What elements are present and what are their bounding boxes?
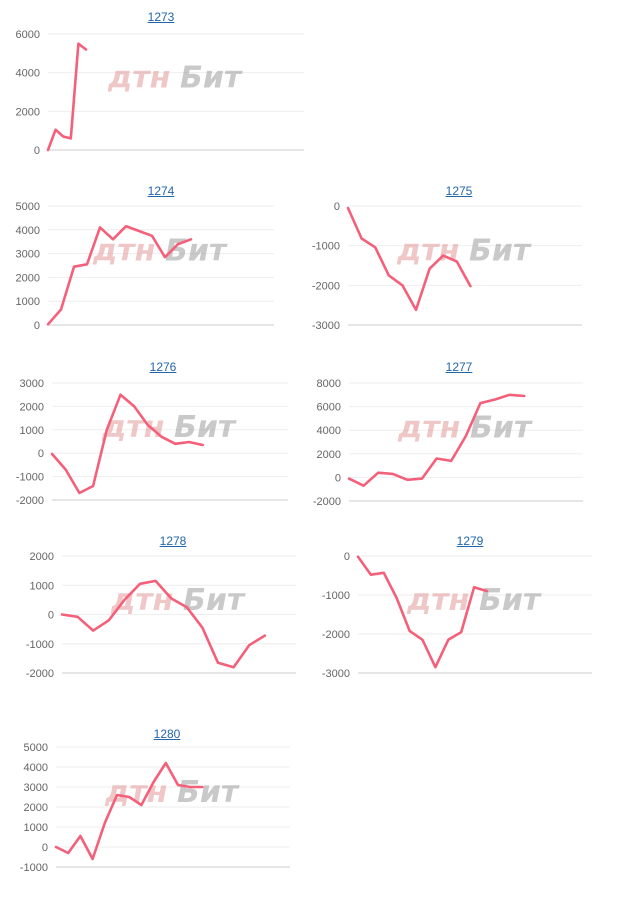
chart-1280: 1280 5000 4000 3000 2000 1000 0 -1000 дтн Бит [0,725,310,885]
series-line [356,555,489,669]
chart-title[interactable]: 1273 [147,10,175,24]
watermark-logo: дтн Бит [406,583,542,618]
chart-plot: 2000 1000 0 -1000 -2000 дтн Бит [26,551,296,680]
chart-plot: 5000 4000 3000 2000 1000 0 -1000 дтн Бит [20,742,290,874]
chart-title[interactable]: 1277 [445,360,473,374]
y-tick-label: 1000 [16,296,40,308]
y-tick-label: 0 [34,145,40,157]
y-tick-label: 3000 [24,782,48,794]
series-line [46,224,193,326]
svg-text:дтн: дтн [397,410,460,445]
y-tick-label: 1000 [24,822,48,834]
chart-plot: 0 -1000 -2000 -3000 дтн Бит [312,201,582,332]
y-tick-label: 3000 [16,249,40,261]
y-tick-label: 0 [335,472,341,484]
y-tick-label: -2000 [26,668,54,680]
y-tick-label: 0 [38,448,44,460]
y-tick-label: 0 [48,610,54,622]
chart-1274: 1274 0 1000 2000 3000 4000 5000 дтн Бит [0,182,310,342]
chart-1276: 1276 3000 2000 1000 0 -1000 -2000 дтн Бит [0,358,310,518]
series-line [54,761,204,861]
svg-text:дтн: дтн [101,410,164,445]
y-tick-label: -2000 [16,495,44,507]
chart-plot: 0 2000 4000 6000 дтн Бит [16,29,304,157]
chart-1279: 1279 0 -1000 -2000 -3000 дтн Бит [300,532,610,692]
y-tick-label: 6000 [16,29,40,41]
y-tick-label: 0 [34,320,40,332]
watermark-logo: дтн Бит [92,234,228,269]
y-tick-label: 0 [42,842,48,854]
svg-text:Бит: Бит [470,410,533,445]
svg-text:Бит: Бит [479,583,542,618]
watermark-logo: дтн Бит [104,775,240,810]
series-line [346,206,472,312]
chart-1277: 1277 8000 6000 4000 2000 0 -2000 дтн Бит [300,358,610,518]
chart-plot: 0 -1000 -2000 -3000 дтн Бит [322,551,592,680]
svg-text:Бит: Бит [174,410,237,445]
y-tick-label: 0 [334,201,340,213]
y-tick-label: 0 [344,551,350,563]
y-tick-label: 2000 [20,401,44,413]
y-tick-label: 6000 [317,402,341,414]
svg-text:Бит: Бит [177,775,240,810]
series-line [50,393,204,495]
y-tick-label: 5000 [16,201,40,213]
y-tick-label: 2000 [16,272,40,284]
chart-title[interactable]: 1280 [153,727,181,741]
y-tick-label: -1000 [26,639,54,651]
chart-title[interactable]: 1276 [149,360,177,374]
y-tick-label: -1000 [20,862,48,874]
y-tick-label: 2000 [317,449,341,461]
svg-text:дтн: дтн [107,60,170,95]
svg-text:Бит: Бит [165,234,228,269]
y-tick-label: 8000 [317,378,341,390]
svg-text:дтн: дтн [406,583,469,618]
chart-1273: 1273 0 2000 4000 6000 дтн Бит [0,8,310,168]
y-tick-label: -2000 [322,629,350,641]
y-tick-label: -3000 [312,320,340,332]
series-line [46,42,88,152]
svg-text:Бит: Бит [469,234,532,269]
chart-plot: 3000 2000 1000 0 -1000 -2000 дтн Бит [16,378,288,507]
svg-text:дтн: дтн [396,234,459,269]
chart-title[interactable]: 1279 [456,534,484,548]
y-tick-label: -2000 [313,496,341,508]
watermark-logo: дтн Бит [397,410,533,445]
chart-1278: 1278 2000 1000 0 -1000 -2000 дтн Бит [0,532,310,692]
y-tick-label: -2000 [312,280,340,292]
y-tick-label: -3000 [322,668,350,680]
chart-title[interactable]: 1274 [147,184,175,198]
y-tick-label: 3000 [20,378,44,390]
y-tick-label: -1000 [322,590,350,602]
chart-1275: 1275 0 -1000 -2000 -3000 дтн Бит [300,182,610,342]
svg-text:дтн: дтн [92,234,155,269]
chart-title[interactable]: 1275 [445,184,473,198]
y-tick-label: 2000 [24,802,48,814]
svg-text:дтн: дтн [110,583,173,618]
chart-plot: 0 1000 2000 3000 4000 5000 дтн Бит [16,201,274,332]
y-tick-label: 4000 [317,425,341,437]
svg-text:дтн: дтн [104,775,167,810]
y-tick-label: 4000 [16,225,40,237]
y-tick-label: -1000 [16,472,44,484]
watermark-logo: дтн Бит [396,234,532,269]
y-tick-label: 4000 [16,68,40,80]
y-tick-label: 1000 [30,580,54,592]
y-tick-label: -1000 [312,241,340,253]
svg-text:Бит: Бит [180,60,243,95]
chart-plot: 8000 6000 4000 2000 0 -2000 дтн Бит [313,378,583,508]
y-tick-label: 2000 [16,106,40,118]
svg-text:Бит: Бит [183,583,246,618]
chart-title[interactable]: 1278 [159,534,187,548]
series-line [347,393,526,487]
y-tick-label: 1000 [20,425,44,437]
watermark-logo: дтн Бит [107,60,243,95]
watermark-logo: дтн Бит [110,583,246,618]
y-tick-label: 4000 [24,762,48,774]
y-tick-label: 2000 [30,551,54,563]
y-tick-label: 5000 [24,742,48,754]
series-line [60,579,267,669]
